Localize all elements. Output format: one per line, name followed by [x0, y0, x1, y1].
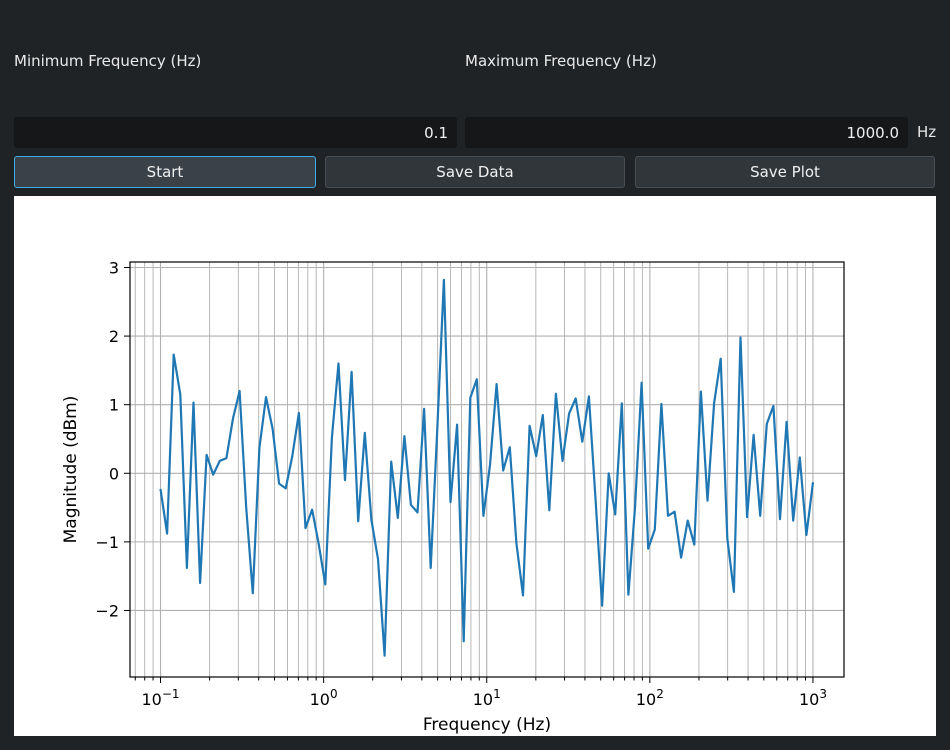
x-tick-label: 101 — [473, 687, 501, 709]
max-frequency-input[interactable]: 1000.0 — [465, 117, 908, 148]
y-tick-label: 2 — [109, 327, 119, 346]
max-frequency-label: Maximum Frequency (Hz) — [465, 52, 657, 70]
magnitude-series-line — [159, 278, 815, 657]
start-button[interactable]: Start — [14, 156, 316, 188]
x-tick-label: 103 — [799, 687, 827, 709]
y-tick-label: 0 — [109, 464, 119, 483]
x-tick-label: 10−1 — [141, 687, 179, 709]
y-axis-label: Magnitude (dBm) — [61, 396, 81, 544]
save-data-button[interactable]: Save Data — [325, 156, 625, 188]
chart-grid — [130, 262, 844, 677]
x-axis-label: Frequency (Hz) — [423, 715, 551, 735]
y-tick-label: −1 — [95, 533, 119, 552]
frequency-unit-label: Hz — [917, 123, 937, 141]
y-tick-label: 3 — [109, 258, 119, 277]
save-plot-button[interactable]: Save Plot — [635, 156, 935, 188]
x-tick-label: 102 — [636, 687, 664, 709]
x-tick-label: 100 — [310, 687, 338, 709]
min-frequency-input[interactable]: 0.1 — [14, 117, 457, 148]
min-frequency-label: Minimum Frequency (Hz) — [14, 52, 202, 70]
y-tick-label: 1 — [109, 396, 119, 415]
y-tick-label: −2 — [95, 601, 119, 620]
plot-canvas: 3 2 1 0 −1 −2 10−1 100 101 102 103 Frequency (Hz) … — [14, 196, 936, 736]
